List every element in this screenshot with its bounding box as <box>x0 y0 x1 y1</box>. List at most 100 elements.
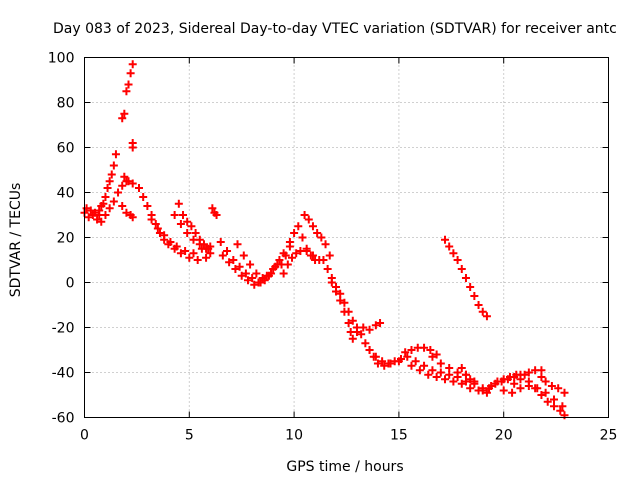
series-arc-10-11h <box>279 247 324 278</box>
data-point <box>560 411 569 420</box>
data-point <box>541 377 550 386</box>
data-point <box>235 262 244 271</box>
data-point <box>499 375 508 384</box>
data-point <box>461 274 470 282</box>
data-point <box>445 364 454 372</box>
data-point <box>432 350 441 359</box>
data-point <box>344 319 353 327</box>
data-point <box>120 109 129 118</box>
data-point <box>208 204 217 213</box>
data-point <box>218 251 227 260</box>
data-point <box>281 251 290 260</box>
plot-frame <box>84 57 609 418</box>
data-point <box>384 359 393 368</box>
data-point <box>317 233 326 242</box>
data-point <box>336 289 345 298</box>
series-arc-13-14h <box>352 319 385 336</box>
y-tick-label: 40 <box>57 186 75 202</box>
data-point <box>332 287 341 296</box>
data-point <box>378 357 387 366</box>
data-point <box>147 215 156 224</box>
data-point <box>407 346 416 354</box>
data-point <box>97 217 106 226</box>
data-point <box>128 179 137 188</box>
data-point <box>128 60 137 69</box>
data-point <box>348 316 357 325</box>
data-point <box>420 343 429 352</box>
data-point <box>174 199 183 208</box>
data-point <box>461 377 470 386</box>
data-point <box>541 388 550 397</box>
data-point <box>101 193 110 201</box>
data-point <box>246 260 255 269</box>
data-point <box>449 249 458 258</box>
data-point <box>340 298 349 307</box>
data-point <box>302 247 311 255</box>
data-point <box>394 357 403 366</box>
data-point <box>441 235 450 244</box>
data-point <box>90 208 99 217</box>
data-point <box>107 170 116 179</box>
data-point <box>323 265 332 273</box>
x-tick-label: 15 <box>390 428 408 444</box>
data-point <box>415 366 424 375</box>
series-arc-7-5h <box>233 240 280 282</box>
data-point <box>371 321 380 330</box>
data-point <box>160 231 169 240</box>
data-point <box>124 80 133 89</box>
data-point <box>537 391 546 399</box>
data-point <box>373 359 382 368</box>
data-point <box>432 373 441 381</box>
data-point <box>128 143 137 152</box>
data-point <box>560 388 569 397</box>
data-point <box>453 256 462 264</box>
data-point <box>128 213 137 222</box>
series-arc-16-19h <box>407 361 491 397</box>
data-point <box>183 229 192 237</box>
data-point <box>352 328 361 336</box>
grid-layer <box>84 57 609 418</box>
data-point <box>229 256 238 264</box>
data-point <box>84 213 93 222</box>
data-point <box>543 397 552 406</box>
data-point <box>340 307 349 316</box>
data-point <box>348 334 357 343</box>
data-point <box>179 211 188 219</box>
data-point <box>482 388 491 397</box>
data-point <box>176 249 185 258</box>
data-point <box>241 269 250 278</box>
data-point <box>288 253 297 262</box>
data-point <box>95 206 104 215</box>
data-point <box>313 229 322 237</box>
data-point <box>86 206 95 215</box>
data-point <box>109 197 118 206</box>
data-point <box>124 177 133 186</box>
data-point <box>170 211 179 219</box>
data-point <box>233 240 242 249</box>
data-point <box>457 265 466 273</box>
data-point <box>321 240 330 249</box>
data-point <box>403 352 412 361</box>
data-point <box>336 296 345 305</box>
data-point <box>298 233 307 242</box>
data-point <box>376 319 385 327</box>
series-arc-4-5h <box>170 211 211 253</box>
data-point <box>231 265 240 273</box>
y-tick-label: 100 <box>48 51 75 67</box>
data-point <box>105 177 114 186</box>
data-point <box>380 361 389 370</box>
series-arc-15-17h <box>394 343 441 366</box>
data-point <box>223 247 232 255</box>
data-point <box>499 386 508 395</box>
data-point <box>118 114 127 123</box>
data-point <box>556 406 565 415</box>
data-point <box>202 253 211 262</box>
data-point <box>359 323 368 332</box>
y-tick-label: -60 <box>52 411 75 427</box>
data-point <box>166 238 175 246</box>
series-arc-14-16h <box>365 346 412 368</box>
data-point <box>258 274 267 282</box>
data-point <box>516 384 525 393</box>
data-point <box>508 388 517 397</box>
